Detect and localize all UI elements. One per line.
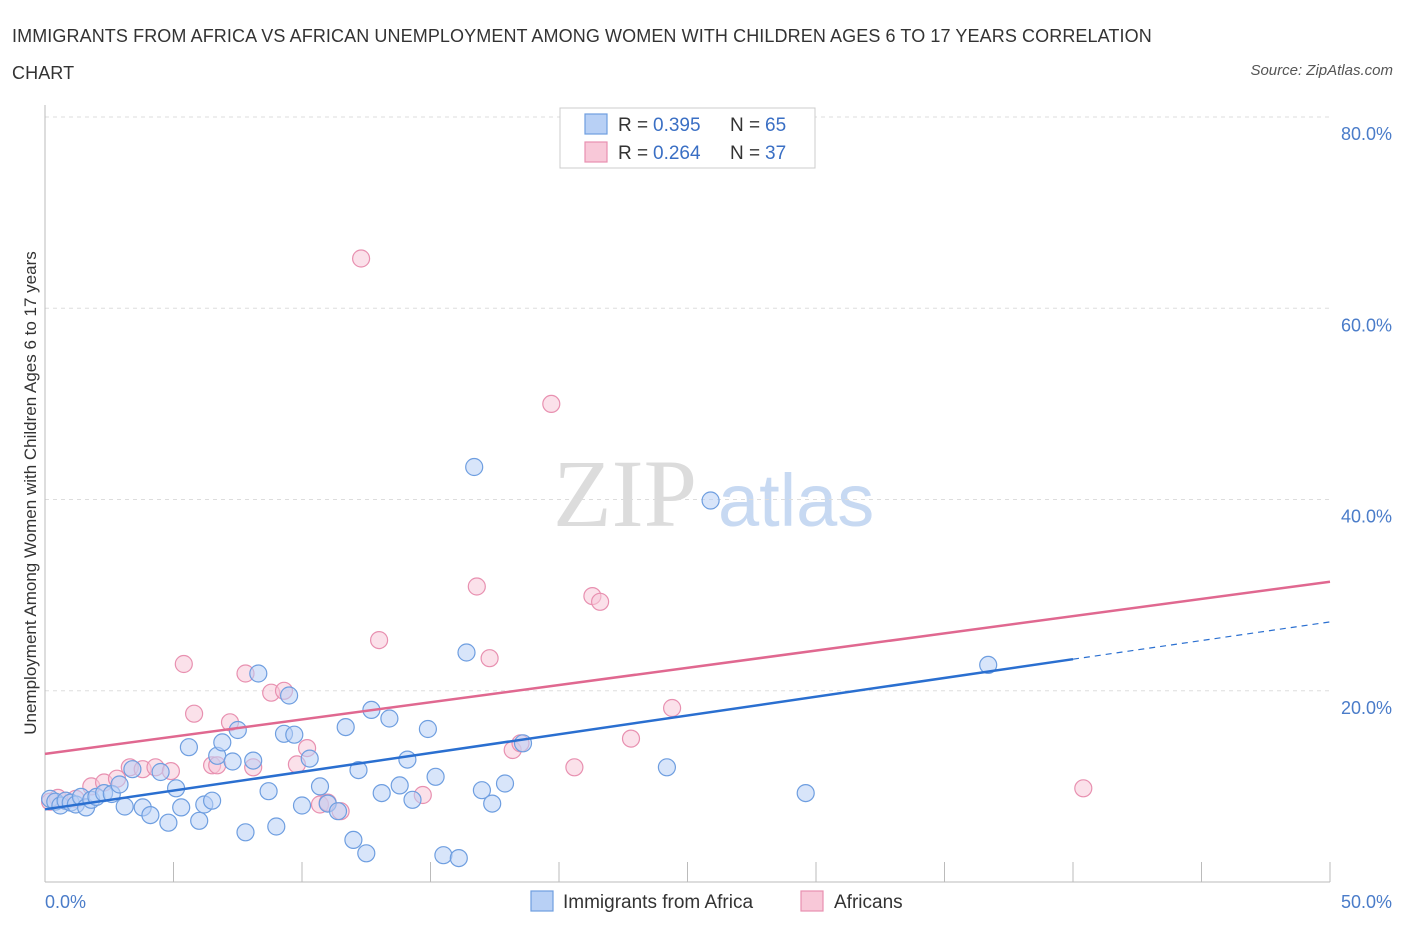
immigrants-point bbox=[372, 783, 391, 803]
series-legend-swatch-blue bbox=[530, 890, 554, 912]
immigrants-point bbox=[465, 457, 484, 477]
immigrants-point bbox=[151, 762, 170, 782]
africans-point bbox=[467, 577, 486, 596]
immigrants-point bbox=[267, 817, 286, 836]
immigrants-trend-extension bbox=[1072, 621, 1331, 660]
immigrants-point bbox=[344, 830, 363, 850]
immigrants-point bbox=[483, 794, 502, 813]
africans-point bbox=[185, 704, 204, 723]
immigrants-point bbox=[249, 664, 268, 683]
legend-n-label-2: N = bbox=[730, 143, 760, 164]
immigrants-point bbox=[357, 844, 376, 863]
chart-title: IMMIGRANTS FROM AFRICA VS AFRICAN UNEMPL… bbox=[12, 26, 1152, 83]
immigrants-point bbox=[159, 813, 178, 832]
immigrants-point bbox=[403, 790, 422, 809]
watermark-zip: ZIP bbox=[553, 440, 697, 547]
series-legend: Immigrants from Africa Africans bbox=[530, 890, 903, 913]
immigrants-point bbox=[244, 751, 263, 770]
legend-r-value-2: 0.264 bbox=[653, 143, 701, 164]
immigrants-point bbox=[449, 848, 468, 868]
immigrants-point bbox=[398, 750, 417, 769]
africans-point bbox=[1074, 779, 1093, 798]
immigrants-point bbox=[280, 686, 299, 705]
legend-r-label-1: R = bbox=[618, 115, 648, 136]
immigrants-point bbox=[336, 717, 355, 737]
legend-n-value-2: 37 bbox=[765, 143, 786, 164]
immigrants-point bbox=[701, 491, 720, 510]
tick-labels: 20.0% 40.0% 60.0% 80.0% 0.0% 50.0% bbox=[45, 124, 1392, 912]
y-tick-label: 80.0% bbox=[1341, 124, 1392, 144]
immigrants-point bbox=[349, 760, 368, 780]
legend-n-label-1: N = bbox=[730, 115, 760, 136]
immigrants-point bbox=[190, 811, 209, 830]
immigrants-point bbox=[310, 777, 330, 796]
immigrants-point bbox=[380, 709, 399, 728]
legend-n-value-1: 65 bbox=[765, 115, 786, 136]
y-tick-label: 40.0% bbox=[1341, 507, 1392, 527]
grid-lines bbox=[45, 116, 1330, 692]
immigrants-point bbox=[300, 749, 319, 768]
immigrants-point bbox=[657, 758, 677, 777]
immigrants-point bbox=[418, 719, 437, 739]
immigrants-point bbox=[796, 783, 815, 803]
legend-swatch-pink bbox=[584, 141, 608, 163]
immigrants-point bbox=[141, 805, 160, 825]
y-tick-label: 60.0% bbox=[1341, 315, 1392, 335]
immigrants-point bbox=[979, 655, 998, 675]
immigrants-point bbox=[495, 774, 515, 793]
legend-r-value-1: 0.395 bbox=[653, 115, 701, 136]
series-legend-label-pink: Africans bbox=[834, 892, 903, 913]
immigrants-point bbox=[213, 733, 232, 752]
africans-point bbox=[621, 729, 641, 748]
immigrants-point bbox=[172, 798, 191, 817]
immigrants-point bbox=[285, 725, 304, 744]
africans-point bbox=[174, 654, 193, 674]
legend-r-label-2: R = bbox=[618, 143, 648, 164]
x-tick-label: 0.0% bbox=[45, 892, 86, 912]
axes bbox=[44, 105, 1331, 883]
y-axis-label: Unemployment Among Women with Children A… bbox=[21, 251, 40, 735]
immigrants-point bbox=[292, 796, 312, 815]
immigrants-point bbox=[328, 802, 348, 821]
immigrants-trend-line bbox=[44, 657, 1074, 811]
series-legend-swatch-pink bbox=[800, 890, 824, 912]
africans-point bbox=[590, 592, 610, 611]
y-tick-label: 20.0% bbox=[1341, 698, 1392, 718]
immigrants-point bbox=[203, 791, 222, 810]
legend-swatch-blue bbox=[584, 113, 608, 135]
africans-point bbox=[480, 649, 499, 668]
immigrants-point bbox=[457, 643, 476, 662]
africans-point bbox=[352, 249, 371, 268]
africans-trend-line bbox=[44, 580, 1331, 756]
immigrants-point bbox=[259, 782, 278, 801]
watermark-atlas: atlas bbox=[718, 459, 874, 542]
africans-point bbox=[542, 394, 561, 413]
immigrants-point bbox=[123, 760, 142, 779]
immigrants-point bbox=[115, 797, 134, 816]
africans-point bbox=[662, 698, 682, 718]
immigrants-point bbox=[426, 767, 445, 786]
immigrants-point bbox=[110, 775, 129, 794]
x-tick-label: 50.0% bbox=[1341, 892, 1392, 912]
immigrants-point bbox=[390, 776, 409, 795]
immigrants-point bbox=[236, 823, 255, 842]
immigrants-point bbox=[223, 752, 242, 771]
chart-source: Source: ZipAtlas.com bbox=[1250, 62, 1393, 79]
immigrants-point bbox=[179, 738, 198, 757]
correlation-legend: R = 0.395 N = 65 R = 0.264 N = 37 bbox=[559, 107, 816, 169]
immigrants-point bbox=[434, 846, 453, 865]
trend-lines bbox=[44, 580, 1331, 811]
series-legend-label-blue: Immigrants from Africa bbox=[563, 892, 753, 913]
africans-point bbox=[370, 630, 389, 650]
africans-point bbox=[565, 758, 584, 777]
immigrants-point bbox=[513, 734, 533, 753]
immigrants-point bbox=[472, 781, 491, 800]
